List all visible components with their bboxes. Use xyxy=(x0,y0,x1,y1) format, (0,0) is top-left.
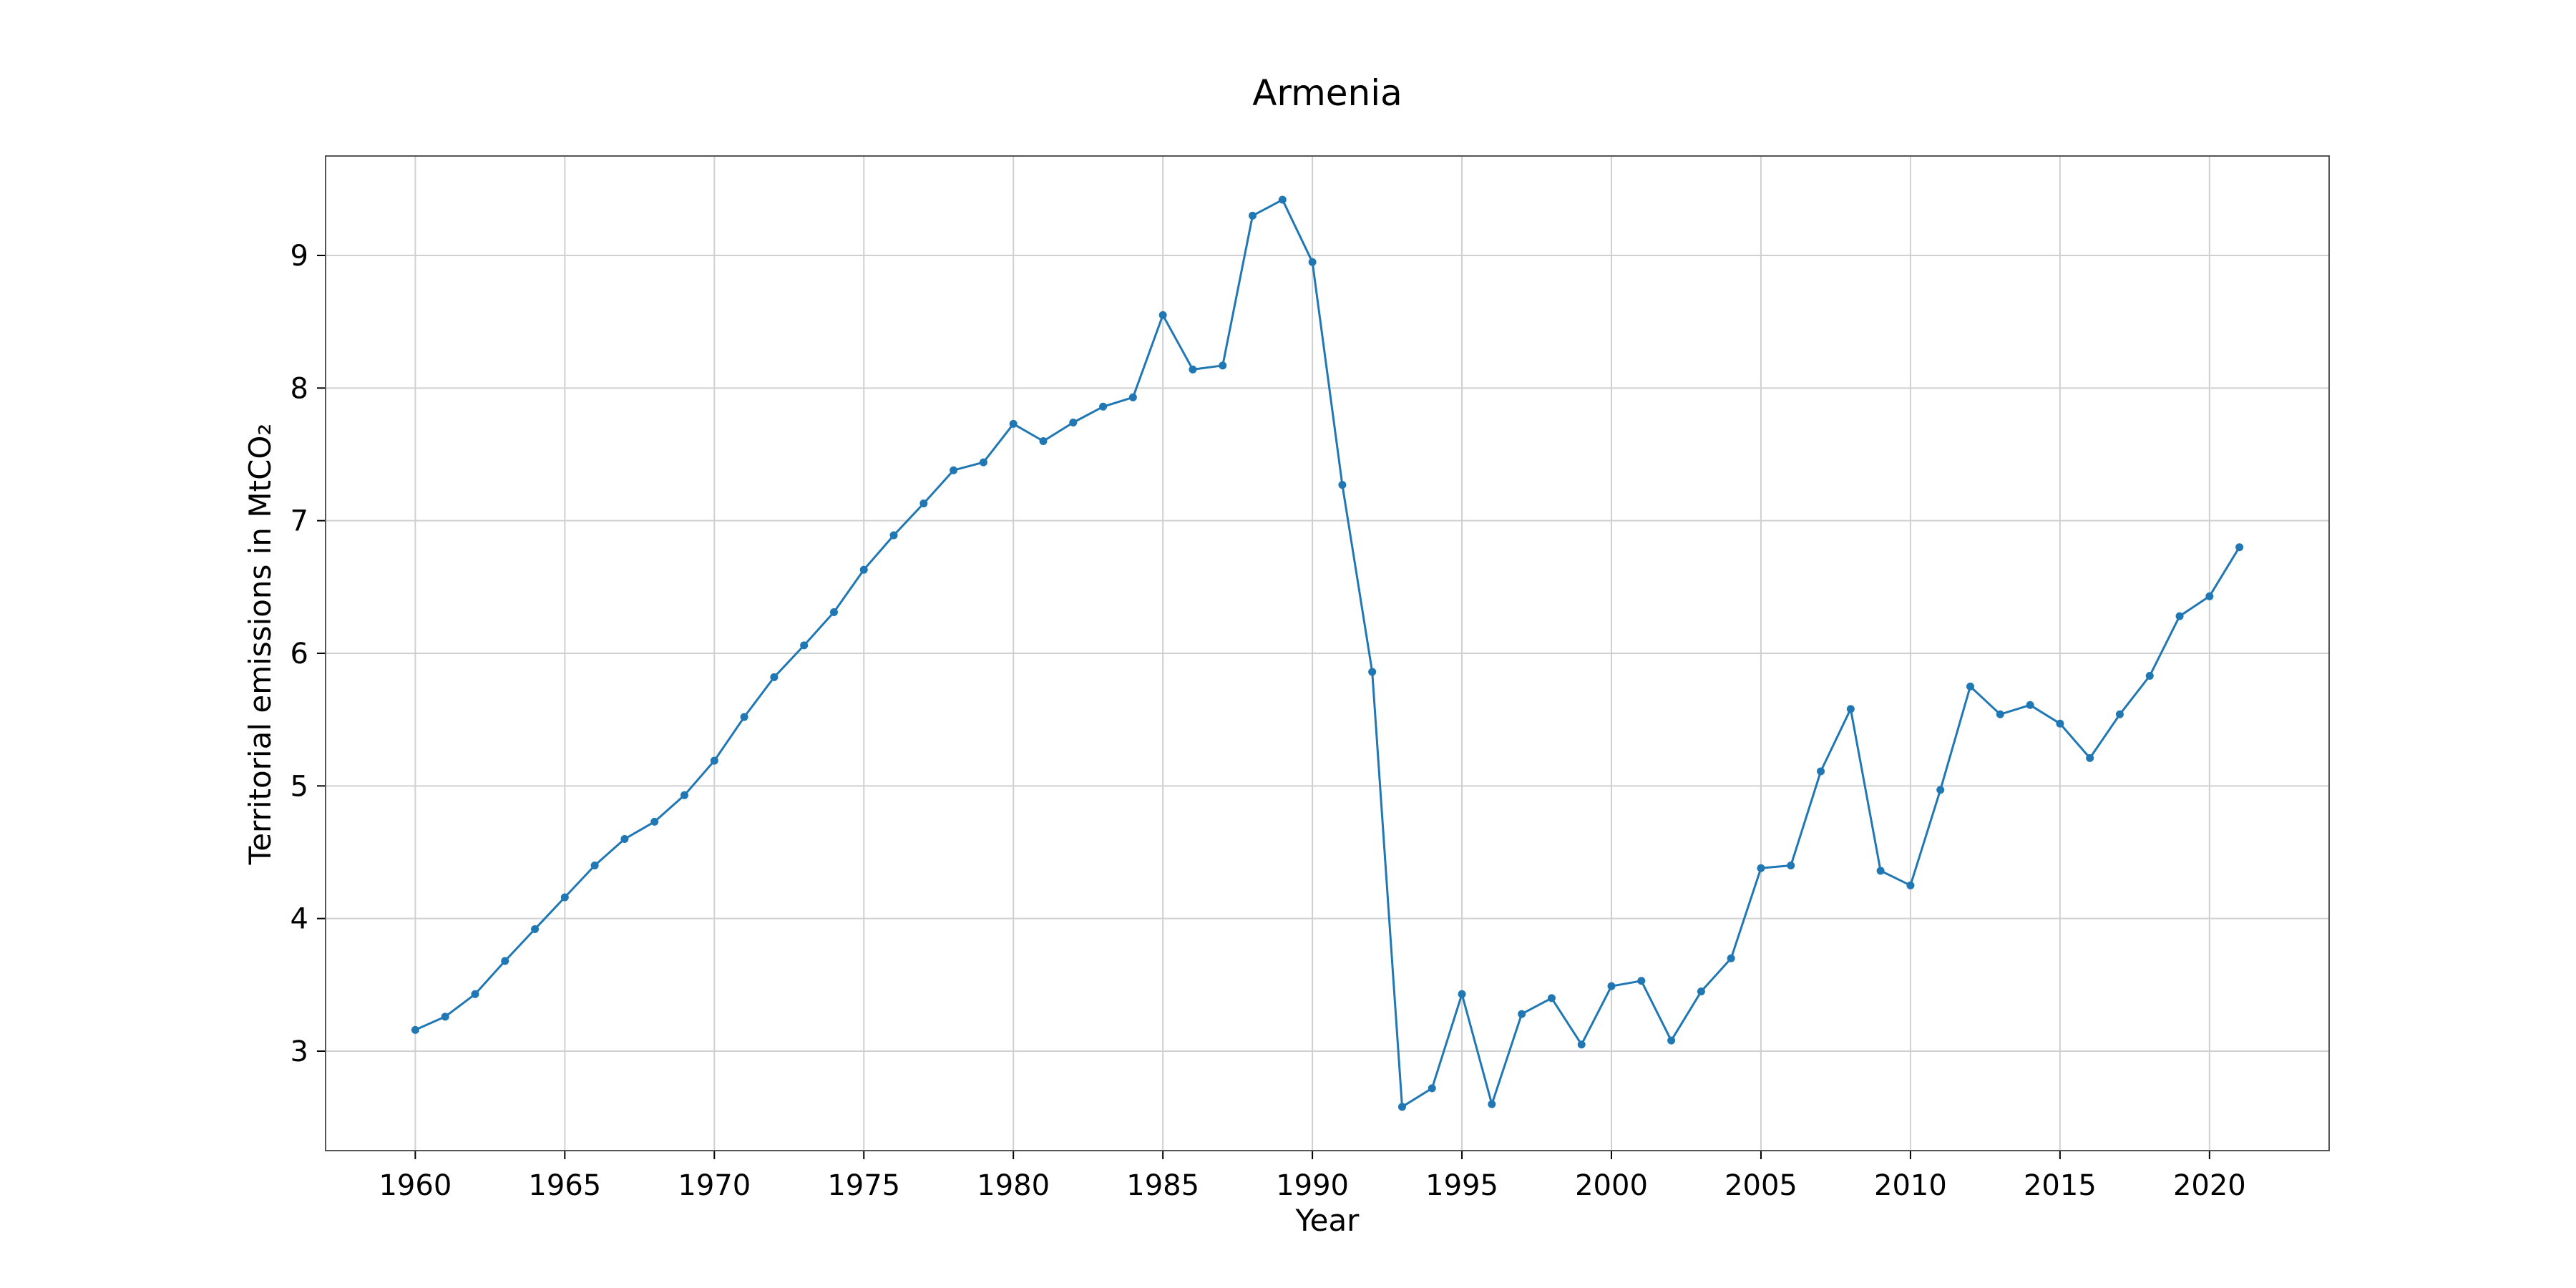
data-point xyxy=(1069,419,1078,427)
data-point xyxy=(1158,311,1167,319)
data-point xyxy=(1488,1100,1496,1108)
y-tick-label: 3 xyxy=(291,1035,308,1068)
y-tick-label: 8 xyxy=(291,372,308,405)
data-point xyxy=(1128,393,1137,401)
data-point xyxy=(1338,481,1347,489)
data-point xyxy=(650,817,659,826)
data-point xyxy=(411,1025,419,1034)
data-point xyxy=(740,713,748,721)
x-tick-label: 1995 xyxy=(1425,1169,1498,1202)
x-axis-title: Year xyxy=(1295,1203,1360,1238)
data-point xyxy=(800,641,809,650)
data-point xyxy=(2056,719,2064,728)
data-point xyxy=(1936,786,1945,794)
data-point xyxy=(2115,710,2124,718)
data-point xyxy=(1518,1010,1526,1018)
axis-ticks: 1960 1965 1970 1975 1980 1985 1990 1995 2000 2005… xyxy=(291,240,2246,1202)
data-point xyxy=(1308,258,1317,266)
data-point xyxy=(2235,543,2244,552)
x-tick-label: 1960 xyxy=(379,1169,452,1202)
data-point xyxy=(590,862,599,870)
y-tick-label: 5 xyxy=(291,770,308,803)
data-point xyxy=(1966,682,1975,691)
y-tick-label: 9 xyxy=(291,240,308,273)
x-tick-label: 1990 xyxy=(1276,1169,1349,1202)
x-tick-label: 2005 xyxy=(1724,1169,1797,1202)
plot-area-frame xyxy=(325,155,2330,1151)
data-point xyxy=(2145,672,2154,680)
x-tick-label: 2010 xyxy=(1874,1169,1947,1202)
data-point xyxy=(1817,767,1825,776)
data-point xyxy=(1876,867,1885,875)
data-point xyxy=(1697,987,1705,996)
data-point xyxy=(919,499,928,508)
data-point xyxy=(710,756,718,765)
series-line xyxy=(414,198,2240,1108)
data-point xyxy=(1637,977,1646,985)
data-point xyxy=(2175,612,2184,620)
data-point xyxy=(1787,862,1795,870)
data-point xyxy=(1428,1084,1436,1093)
data-point xyxy=(1996,710,2004,718)
data-point xyxy=(950,466,958,474)
chart-title: Armenia xyxy=(1252,72,1402,114)
x-tick-label: 1985 xyxy=(1126,1169,1199,1202)
data-point xyxy=(829,608,838,617)
data-point xyxy=(979,458,987,467)
data-point xyxy=(620,834,629,843)
data-point xyxy=(1458,990,1466,998)
grid-lines xyxy=(326,156,2329,1151)
data-point xyxy=(889,531,898,540)
data-point xyxy=(560,893,569,902)
y-tick-label: 7 xyxy=(291,505,308,538)
x-tick-label: 1980 xyxy=(977,1169,1050,1202)
data-point xyxy=(441,1013,449,1021)
data-point xyxy=(1607,982,1616,990)
x-tick-label: 1975 xyxy=(827,1169,900,1202)
data-point xyxy=(501,957,509,965)
data-point xyxy=(1397,1103,1406,1111)
x-tick-label: 2015 xyxy=(2024,1169,2097,1202)
x-tick-label: 2000 xyxy=(1575,1169,1648,1202)
data-point xyxy=(1368,668,1377,676)
data-point xyxy=(1547,994,1556,1002)
x-tick-label: 1970 xyxy=(678,1169,751,1202)
data-point xyxy=(1906,881,1915,889)
data-point xyxy=(1099,402,1108,411)
x-tick-label: 1965 xyxy=(528,1169,601,1202)
series-line-group xyxy=(411,195,2244,1111)
data-point xyxy=(1278,195,1287,204)
y-tick-label: 4 xyxy=(291,903,308,936)
data-point xyxy=(1249,211,1257,220)
y-tick-label: 6 xyxy=(291,638,308,670)
data-point xyxy=(680,791,688,799)
data-point xyxy=(1219,361,1227,370)
data-point xyxy=(2205,592,2214,600)
data-point xyxy=(1009,419,1018,428)
data-point xyxy=(1577,1040,1586,1049)
y-axis-title: Territorial emissions in MtCO₂ xyxy=(243,424,278,866)
data-point xyxy=(531,924,540,933)
data-point xyxy=(1757,864,1765,872)
data-point xyxy=(471,990,479,998)
data-point xyxy=(770,673,779,681)
data-point xyxy=(859,565,868,574)
data-point xyxy=(1667,1036,1676,1045)
data-point xyxy=(2086,753,2094,762)
data-point xyxy=(2026,701,2034,709)
x-tick-label: 2020 xyxy=(2173,1169,2246,1202)
data-point xyxy=(1039,436,1048,445)
data-point xyxy=(1189,365,1197,374)
data-point xyxy=(1846,705,1855,713)
data-point xyxy=(1727,954,1735,962)
